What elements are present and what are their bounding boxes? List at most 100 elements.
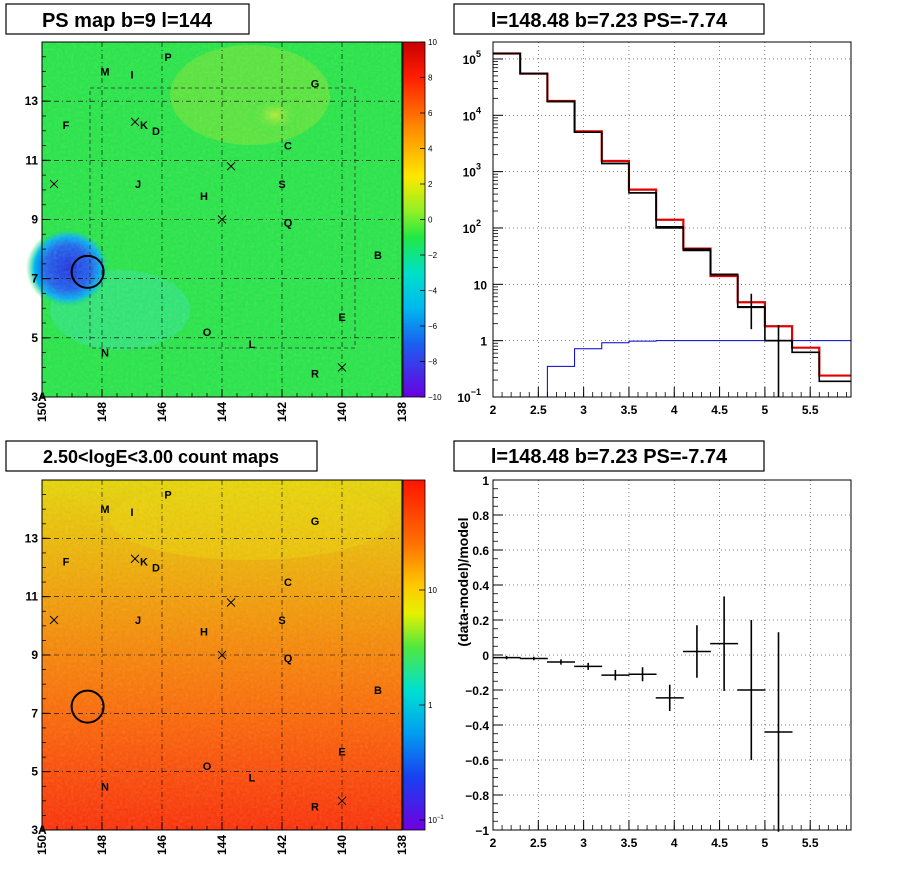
x-tick-label: 144 <box>215 402 229 422</box>
source-labels: M I P G F K D C J S H Q B E O L N R <box>63 52 382 381</box>
residuals-data-points <box>492 596 793 832</box>
x-tick-label: 4 <box>671 836 678 850</box>
palette-tick-exponent: −1 <box>437 815 445 821</box>
palette-tick-label: 2 <box>428 180 433 189</box>
ps-map-y-axis: 3 5 7 9 11 13 <box>25 41 50 404</box>
y-tick-label: 5 <box>31 331 38 345</box>
x-tick-label: 140 <box>335 402 349 422</box>
residuals-plot-area <box>493 480 851 830</box>
x-tick-label: 5.5 <box>802 836 819 850</box>
y-tick-label: 1 <box>480 335 487 349</box>
residuals-y-label: (data-model)/model <box>455 517 471 646</box>
x-tick-label: 150 <box>35 402 49 422</box>
x-tick-label: 146 <box>155 835 169 855</box>
source-label: I <box>130 70 133 82</box>
residuals-title-box <box>453 440 765 472</box>
y-tick-label: 3 <box>31 390 38 404</box>
y-tick-exponent: 4 <box>476 105 481 115</box>
palette-tick-label: 1 <box>428 701 433 710</box>
source-label: G <box>311 78 320 90</box>
x-tick-label: 148 <box>95 402 109 422</box>
source-label: F <box>63 557 70 569</box>
source-label: E <box>338 746 345 758</box>
source-marker <box>217 650 227 660</box>
source-label: O <box>203 327 212 339</box>
palette-tick-label: 10−1 <box>428 815 444 825</box>
count-target-circle <box>70 689 105 724</box>
source-label: H <box>200 191 208 203</box>
y-tick-label: 13 <box>25 531 39 545</box>
palette-tick-label: 10 <box>428 38 437 47</box>
count-map-title-box <box>5 440 318 472</box>
y-tick-label: −0.4 <box>465 719 489 733</box>
source-label: J <box>135 615 141 627</box>
y-tick-exponent: 2 <box>476 218 481 228</box>
x-tick-label: 4.5 <box>711 403 728 417</box>
x-tick-label: 3.5 <box>621 403 638 417</box>
y-tick-label: 1 <box>482 474 489 488</box>
spectrum-x-axis: 2 2.5 3 3.5 4 4.5 5 5.5 <box>490 387 847 417</box>
source-label: C <box>284 577 292 589</box>
source-label: M <box>100 504 109 516</box>
x-tick-label: 142 <box>275 402 289 422</box>
source-marker <box>226 598 236 607</box>
y-tick-exponent: −1 <box>471 387 481 397</box>
spectrum-title: l=148.48 b=7.23 PS=-7.74 <box>491 10 728 32</box>
count-corner-label: A <box>38 823 47 837</box>
source-label: P <box>164 490 171 502</box>
source-label: L <box>249 339 256 351</box>
y-tick-label: 10−1 <box>457 387 481 405</box>
y-tick-label: 11 <box>25 153 38 167</box>
palette-tick-label: 0 <box>428 216 433 225</box>
y-tick-label: 3 <box>31 823 38 837</box>
source-label: H <box>200 627 208 639</box>
target-circle <box>70 254 105 289</box>
x-tick-label: 5 <box>762 403 769 417</box>
y-tick-label: 5 <box>31 765 38 779</box>
source-marker <box>49 615 59 625</box>
palette-tick-label: −4 <box>428 287 438 296</box>
corner-label: A <box>38 390 47 404</box>
ps-map-x-axis: 150 148 146 144 142 140 138 <box>35 389 409 422</box>
y-tick-label: −0.6 <box>465 754 489 768</box>
source-label: L <box>249 773 256 785</box>
y-tick-label: 0 <box>482 649 489 663</box>
x-tick-label: 138 <box>395 835 409 855</box>
ps-map-title-box <box>5 3 250 35</box>
count-map-panel: M I P G F K D C J S H Q B E O L N R 150 148 146 144 142 140 138… <box>5 440 444 855</box>
palette-tick-label: −2 <box>428 251 438 260</box>
spectrum-data-points <box>492 52 793 397</box>
spectrum-title-box <box>453 3 765 35</box>
y-tick-label: 11 <box>25 590 38 604</box>
y-tick-label: −0.2 <box>465 684 489 698</box>
y-tick-label: 102 <box>463 218 481 236</box>
source-label: B <box>374 250 382 262</box>
source-label: Q <box>284 217 293 229</box>
count-map-x-axis: 150 148 146 144 142 140 138 <box>35 822 409 855</box>
x-tick-label: 5.5 <box>802 403 819 417</box>
x-tick-label: 4.5 <box>711 836 728 850</box>
y-tick-label: −1 <box>475 824 489 838</box>
source-marker <box>337 363 347 372</box>
x-tick-label: 150 <box>35 835 49 855</box>
source-marker <box>130 117 140 127</box>
source-label: G <box>311 516 320 528</box>
y-tick-label: 13 <box>25 94 39 108</box>
count-map-y-axis: 3 5 7 9 11 13 <box>25 479 50 837</box>
source-markers <box>49 117 347 372</box>
y-tick-label: 104 <box>463 105 481 123</box>
y-tick-label: 0.4 <box>472 579 489 593</box>
source-label: M <box>100 67 109 79</box>
palette-tick-label: −8 <box>428 358 438 367</box>
y-tick-label: 0.2 <box>472 614 489 628</box>
residuals-title: l=148.48 b=7.23 PS=-7.74 <box>491 446 728 468</box>
source-marker <box>337 796 347 806</box>
x-tick-label: 142 <box>275 835 289 855</box>
count-source-markers <box>49 554 347 806</box>
source-marker <box>226 161 236 171</box>
ps-map-title: PS map b=9 l=144 <box>42 10 213 32</box>
x-tick-label: 2.5 <box>530 836 547 850</box>
source-label: S <box>278 615 285 627</box>
x-tick-label: 3 <box>580 403 587 417</box>
